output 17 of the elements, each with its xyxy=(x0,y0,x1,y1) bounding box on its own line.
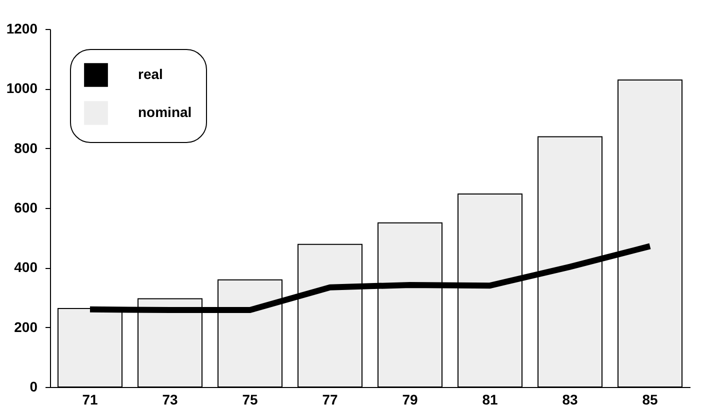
x-tick-label: 81 xyxy=(482,392,498,408)
y-tick-label: 1200 xyxy=(6,20,38,36)
x-tick-label: 83 xyxy=(562,392,578,408)
x-tick-label: 85 xyxy=(642,392,658,408)
x-tick-label: 71 xyxy=(82,392,98,408)
legend-label: nominal xyxy=(138,104,192,120)
x-tick-label: 73 xyxy=(162,392,178,408)
x-tick-label: 75 xyxy=(242,392,258,408)
y-tick-label: 400 xyxy=(14,259,38,276)
legend-label: real xyxy=(138,66,163,82)
y-tick-label: 600 xyxy=(14,200,38,216)
x-tick-label: 79 xyxy=(402,392,418,408)
y-tick-label: 1000 xyxy=(6,80,38,96)
y-tick-label: 200 xyxy=(14,318,38,335)
x-tick-label: 77 xyxy=(322,392,338,408)
y-tick-label: 800 xyxy=(14,140,38,156)
y-tick-label: 0 xyxy=(30,378,38,394)
